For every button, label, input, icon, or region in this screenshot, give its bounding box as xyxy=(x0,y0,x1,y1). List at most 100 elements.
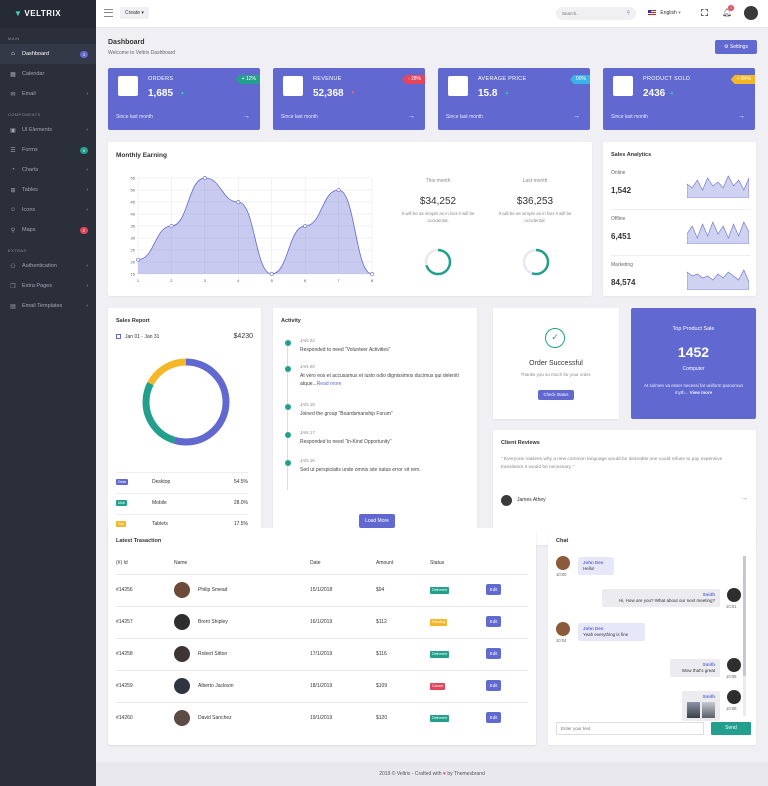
arrow-right-icon[interactable]: → xyxy=(408,113,415,120)
pages-icon: ❐ xyxy=(10,283,16,290)
sidebar-item-authentication[interactable]: ⚇ Authentication › xyxy=(0,256,96,276)
menu-toggle-icon[interactable] xyxy=(104,9,113,17)
image-thumbnail[interactable] xyxy=(702,702,715,718)
fullscreen-icon[interactable] xyxy=(701,9,708,16)
search-icon[interactable]: ⚲ xyxy=(626,10,630,16)
chat-time: 10:04 xyxy=(556,638,567,643)
legend-tag: Tab xyxy=(116,521,126,527)
sidebar-badge: 3 xyxy=(79,50,88,58)
data-point xyxy=(303,224,308,228)
activity-text-body: Joined the group “Boardsmanship Forum” xyxy=(300,411,393,417)
stat-title: REVENUE xyxy=(313,76,342,82)
sidebar-item-ui-elements[interactable]: ▣ UI Elements › xyxy=(0,120,96,140)
next-arrow-icon[interactable]: → xyxy=(741,495,748,502)
data-point xyxy=(169,224,174,228)
status-badge: Delivered xyxy=(430,587,450,594)
footer-text: 2019 © Veltrix - Crafted with xyxy=(379,771,442,777)
sidebar: ▼ VELTRIX MAIN ⌂ Dashboard 3 ▦ Calendar ✉ Email ›… xyxy=(0,0,96,786)
top-product-desc-text: At solmen va esser necessi far uniform p… xyxy=(643,383,744,395)
logo-mark-icon: ▼ xyxy=(14,9,23,18)
sidebar-item-forms[interactable]: ☰ Forms 9 xyxy=(0,140,96,160)
activity-text-body: Responded to need “Volunteer Activities” xyxy=(300,347,391,353)
create-button[interactable]: Create ▾ xyxy=(120,7,149,19)
load-more-button[interactable]: Load More xyxy=(359,514,395,528)
chart-icon: ◔ xyxy=(11,167,15,173)
sidebar-item-email-templates[interactable]: ▤ Email Templates › xyxy=(0,296,96,316)
tx-date: 19/1/2019 xyxy=(310,715,333,721)
tx-date: 18/1/2019 xyxy=(310,683,333,689)
activity-title: Activity xyxy=(281,318,301,324)
area-fill xyxy=(138,178,372,274)
calendar-icon: ▦ xyxy=(10,71,16,78)
reviewer-avatar xyxy=(501,495,512,506)
avatar xyxy=(174,614,190,630)
legend-percent: 28.0% xyxy=(233,500,248,506)
arrow-right-icon[interactable]: → xyxy=(243,113,250,120)
sidebar-item-label: Charts xyxy=(22,167,39,173)
edit-button[interactable]: Edit xyxy=(486,584,501,595)
nav-section-label: EXTRAS xyxy=(8,248,27,253)
stat-card-orders: 🛒︎ ORDERS 1,685 ▲ + 12% Since last month → xyxy=(108,68,260,130)
heart-icon: ♥ xyxy=(442,771,446,777)
settings-button[interactable]: ⚙ Settings xyxy=(715,40,757,54)
this-month-progress-ring xyxy=(424,248,452,276)
search-input[interactable] xyxy=(562,9,618,18)
order-success-card: ✓ Order Successful Thanks you so much fo… xyxy=(493,308,619,419)
chat-input[interactable] xyxy=(556,722,704,735)
sidebar-item-calendar[interactable]: ▦ Calendar xyxy=(0,64,96,84)
chat-sender: Smith xyxy=(702,592,715,597)
page-subtitle: Welcome to Veltrix Dashboard xyxy=(108,50,176,56)
logo[interactable]: ▼ VELTRIX xyxy=(0,0,96,28)
legend-name: Tablets xyxy=(152,521,168,527)
activity-text: Responded to need “In-Kind Opportunity” xyxy=(300,438,470,446)
sidebar-item-dashboard[interactable]: ⌂ Dashboard 3 xyxy=(0,44,96,64)
search-box[interactable]: ⚲ xyxy=(556,7,636,20)
activity-date: JAN 19 xyxy=(300,402,315,407)
sidebar-item-tables[interactable]: ⊞ Tables › xyxy=(0,180,96,200)
chat-scrollbar[interactable] xyxy=(743,556,746,716)
y-tick-label: 20 xyxy=(131,260,136,265)
edit-button[interactable]: Edit xyxy=(486,616,501,627)
activity-text: Joined the group “Boardsmanship Forum” xyxy=(300,410,470,418)
chevron-right-icon: › xyxy=(86,91,88,97)
sidebar-item-maps[interactable]: ⚲ Maps 2 xyxy=(0,220,96,240)
view-more-link[interactable]: View more xyxy=(689,390,713,395)
activity-text: Sed ut perspiciatis unde omnis iste natu… xyxy=(300,466,470,474)
chat-text: Yeah everything is fine xyxy=(583,632,629,637)
edit-button[interactable]: Edit xyxy=(486,712,501,723)
arrow-right-icon[interactable]: → xyxy=(573,113,580,120)
chevron-right-icon: › xyxy=(86,207,88,213)
data-point xyxy=(202,176,207,180)
sidebar-item-extra-pages[interactable]: ❐ Extra Pages › xyxy=(0,276,96,296)
bell-icon[interactable]: 🔔︎ xyxy=(722,8,733,17)
sparkline xyxy=(687,269,749,290)
sidebar-item-label: Authentication xyxy=(22,263,57,269)
sidebar-item-charts[interactable]: ◔ Charts › xyxy=(0,160,96,180)
edit-button[interactable]: Edit xyxy=(486,648,501,659)
y-tick-label: 45 xyxy=(131,200,136,205)
send-button[interactable]: Send xyxy=(711,722,751,735)
read-more-link[interactable]: Read more xyxy=(316,381,342,387)
stat-value: 1,685 xyxy=(148,88,174,99)
sales-donut-chart xyxy=(142,358,230,446)
stat-card-product-sold: 💼︎ PRODUCT SOLD 2436 ▲ + 84% Since last month… xyxy=(603,68,755,130)
stat-title: ORDERS xyxy=(148,76,174,82)
chat-time: 10:08 xyxy=(726,706,737,711)
language-selector[interactable]: English ▾ xyxy=(648,8,681,19)
arrow-right-icon[interactable]: → xyxy=(738,113,745,120)
legend-name: Mobile xyxy=(152,500,167,506)
check-status-button[interactable]: Check Status xyxy=(538,390,574,400)
tx-name: Philip Smead xyxy=(198,587,228,593)
status-badge: Delivered xyxy=(430,651,450,658)
activity-text: At vero eos et accusamus et iusto odio d… xyxy=(300,372,470,388)
order-success-desc: Thanks you so much for your order. xyxy=(520,372,592,377)
sidebar-item-email[interactable]: ✉ Email › xyxy=(0,84,96,104)
chat-bubble: John Deo Yeah everything is fine xyxy=(578,623,646,641)
edit-button[interactable]: Edit xyxy=(486,680,501,691)
stat-ribbon: - 28% xyxy=(401,75,425,84)
image-thumbnail[interactable] xyxy=(687,702,700,718)
user-avatar[interactable] xyxy=(744,6,758,20)
tx-name: Robert Sitton xyxy=(198,651,228,657)
analytics-row-offline: Offline 6,451 xyxy=(611,210,751,256)
sidebar-item-icons[interactable]: ☺ Icons › xyxy=(0,200,96,220)
